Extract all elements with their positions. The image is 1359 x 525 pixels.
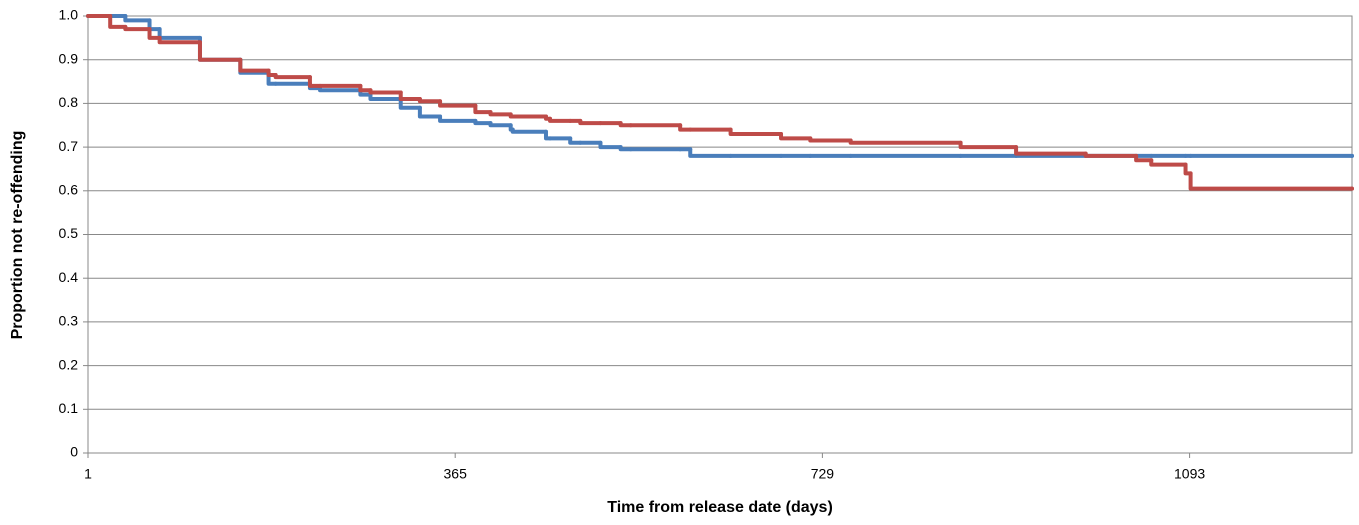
step-line bbox=[147, 27, 162, 40]
step-line bbox=[488, 121, 513, 128]
step-line bbox=[808, 136, 853, 143]
step-line bbox=[273, 72, 312, 80]
y-axis-title: Proportion not re-offending bbox=[9, 131, 26, 340]
y-tick-label: 0.9 bbox=[59, 50, 79, 66]
step-line bbox=[1134, 153, 1154, 163]
step-line bbox=[157, 35, 202, 45]
plot-border bbox=[87, 15, 1353, 454]
y-tick-label: 0.2 bbox=[59, 356, 79, 372]
step-line bbox=[728, 127, 784, 136]
step-line bbox=[598, 140, 623, 150]
y-tick-label: 0.6 bbox=[59, 182, 79, 198]
step-line bbox=[417, 97, 443, 104]
step-line bbox=[1083, 151, 1139, 158]
step-line bbox=[848, 138, 963, 145]
step-line bbox=[1014, 145, 1088, 156]
y-tick-label: 0.3 bbox=[59, 313, 79, 329]
step-line bbox=[318, 86, 363, 93]
x-tick-label: 1 bbox=[84, 466, 92, 482]
step-line bbox=[1149, 158, 1188, 167]
step-line bbox=[266, 68, 278, 77]
step-line bbox=[368, 92, 403, 102]
step-line bbox=[358, 83, 373, 93]
step-line bbox=[488, 110, 513, 117]
step-line bbox=[123, 24, 152, 32]
step-line bbox=[568, 136, 583, 145]
step-line bbox=[958, 140, 1019, 150]
step-line bbox=[618, 145, 633, 152]
y-tick-label: 0.4 bbox=[59, 269, 79, 285]
x-axis-title: Time from release date (days) bbox=[607, 499, 833, 516]
step-line bbox=[417, 105, 443, 119]
y-tick-label: 0 bbox=[70, 444, 78, 460]
step-line bbox=[618, 121, 633, 128]
x-tick-label: 729 bbox=[811, 466, 835, 482]
step-line bbox=[238, 57, 271, 73]
step-line bbox=[197, 40, 243, 62]
step-line bbox=[779, 131, 813, 141]
step-line bbox=[157, 27, 202, 40]
y-tick-label: 0.8 bbox=[59, 94, 79, 110]
step-line bbox=[398, 97, 422, 110]
step-line bbox=[510, 127, 548, 134]
step-line bbox=[438, 114, 478, 123]
y-tick-label: 0.5 bbox=[59, 225, 79, 241]
y-tick-label: 0.1 bbox=[59, 400, 79, 416]
step-line bbox=[1188, 171, 1354, 191]
step-line bbox=[473, 103, 493, 115]
step-line bbox=[307, 75, 323, 88]
step-line bbox=[688, 147, 733, 158]
step-line bbox=[548, 116, 573, 123]
step-line bbox=[473, 118, 493, 126]
step-line bbox=[678, 123, 693, 132]
step-line bbox=[578, 118, 603, 126]
x-tick-label: 1093 bbox=[1174, 466, 1205, 482]
step-line bbox=[197, 35, 243, 62]
step-line bbox=[108, 14, 128, 29]
y-tick-label: 0.7 bbox=[59, 138, 79, 154]
step-line bbox=[147, 18, 162, 32]
step-line bbox=[123, 14, 152, 23]
x-tick-label: 365 bbox=[444, 466, 468, 482]
step-line bbox=[438, 99, 478, 108]
y-tick-label: 1.0 bbox=[59, 7, 79, 23]
step-line bbox=[368, 88, 403, 95]
step-line bbox=[398, 90, 422, 102]
